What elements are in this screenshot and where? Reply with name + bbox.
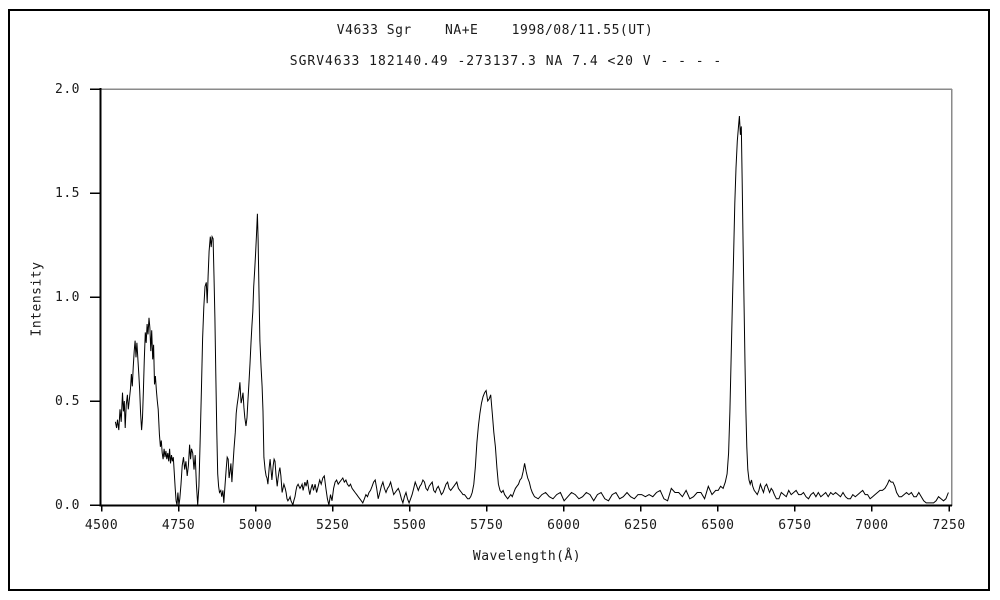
x-tick-label: 5000 (238, 518, 273, 533)
x-tick-label: 6000 (547, 518, 581, 533)
outer-border (8, 9, 990, 591)
x-tick-label: 6750 (778, 518, 812, 533)
spectrum-line (114, 115, 949, 507)
y-tick-label: 1.5 (55, 186, 80, 201)
x-tick-label: 5500 (393, 518, 427, 533)
x-tick-label: 6250 (624, 518, 658, 533)
chart-title: V4633 Sgr NA+E 1998/08/11.55(UT) (336, 23, 654, 38)
y-tick-label: 2.0 (55, 82, 80, 97)
y-tick-label: 0.0 (55, 498, 80, 513)
x-axis-title: Wavelength(Å) (472, 549, 582, 564)
x-tick-label: 4500 (84, 518, 119, 533)
x-tick-label: 5750 (470, 518, 504, 533)
x-tick-label: 5250 (315, 518, 350, 533)
y-tick-label: 0.5 (55, 394, 80, 409)
x-tick-label: 4750 (161, 518, 196, 533)
x-tick-label: 7250 (932, 518, 966, 533)
x-tick-label: 6500 (701, 518, 735, 533)
y-tick-label: 1.0 (55, 290, 80, 305)
chart-subtitle: SGRV4633 182140.49 -273137.3 NA 7.4 <20 … (289, 54, 723, 69)
x-tick-label: 7000 (855, 518, 889, 533)
